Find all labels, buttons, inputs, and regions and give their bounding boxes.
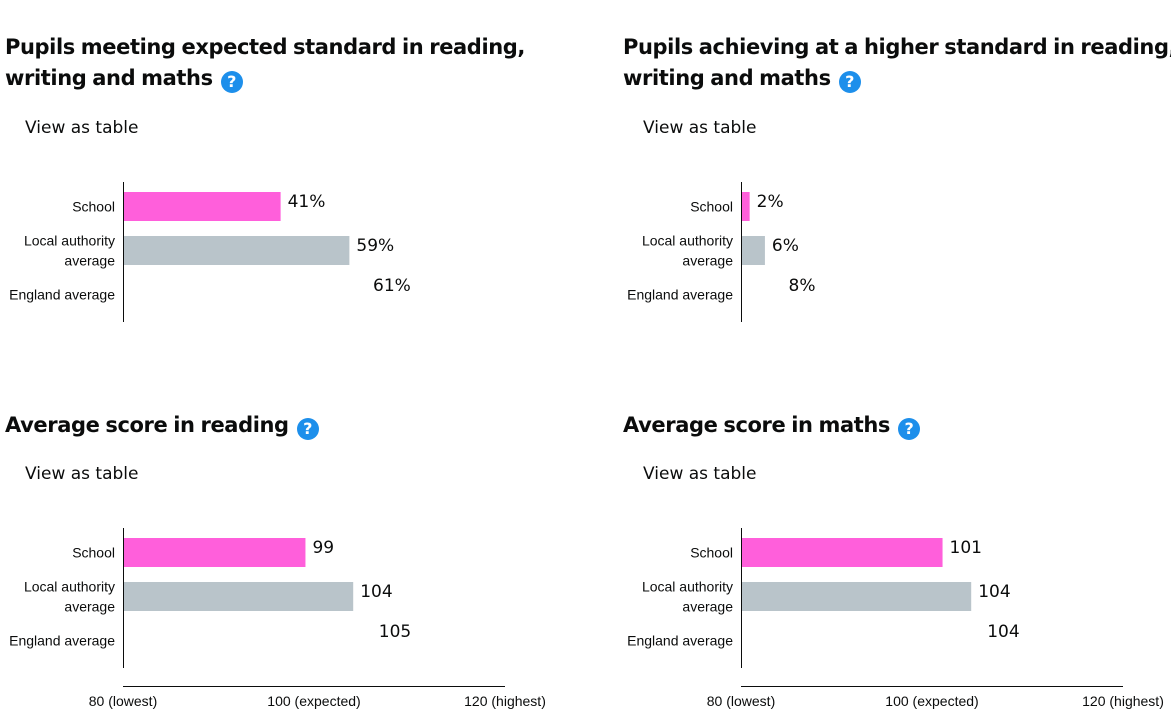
- data-label: 61%: [373, 276, 411, 296]
- category-label: England average: [9, 287, 115, 303]
- data-label: 104: [360, 582, 392, 602]
- chart-panel-higher-standard: Pupils achieving at a higher standard in…: [623, 32, 1171, 322]
- view-as-table-link[interactable]: View as table: [25, 464, 139, 484]
- category-label: Local authority: [642, 579, 733, 595]
- category-label: average: [64, 599, 115, 615]
- x-tick-label: 80 (lowest): [89, 693, 157, 709]
- category-label: average: [682, 599, 733, 615]
- category-label: Local authority: [24, 233, 115, 249]
- bar-school: [742, 538, 943, 567]
- bar-school: [124, 192, 281, 221]
- view-as-table-link[interactable]: View as table: [25, 118, 139, 138]
- bar-chart-maths-score: School 101 Local authority average 104 Englan…: [627, 528, 1164, 709]
- bar-chart-expected-standard: School 41% Local authority average 59% Englan…: [9, 182, 411, 322]
- category-label: England average: [9, 633, 115, 649]
- chart-panel-maths-score: Average score in maths ? View as table S…: [623, 410, 1171, 709]
- category-label: average: [682, 253, 733, 269]
- question-circle-icon[interactable]: ?: [296, 418, 319, 440]
- category-label: School: [72, 545, 115, 561]
- view-as-table-link[interactable]: View as table: [643, 118, 757, 138]
- chart-title-text: Average score in maths: [623, 413, 891, 437]
- question-circle-icon[interactable]: ?: [838, 71, 861, 93]
- view-as-table-link[interactable]: View as table: [643, 464, 757, 484]
- bar-local-authority-average: [742, 236, 765, 265]
- x-tick-label: 100 (expected): [885, 693, 978, 709]
- question-circle-icon[interactable]: ?: [220, 71, 243, 93]
- x-tick-label: 120 (highest): [464, 693, 546, 709]
- data-label: 41%: [288, 192, 326, 212]
- chart-title: Pupils meeting expected standard in read…: [5, 32, 565, 94]
- category-label: Local authority: [24, 579, 115, 595]
- category-label: average: [64, 253, 115, 269]
- data-label: 59%: [356, 236, 394, 256]
- x-tick-label: 80 (lowest): [707, 693, 775, 709]
- chart-title-text: Pupils achieving at a higher standard in…: [623, 35, 1171, 90]
- bar-local-authority-average: [124, 236, 350, 265]
- data-label: 105: [379, 622, 411, 642]
- data-label: 99: [312, 538, 334, 558]
- x-tick-label: 120 (highest): [1082, 693, 1164, 709]
- bar-school: [124, 538, 306, 567]
- chart-title: Average score in reading ?: [5, 410, 565, 441]
- bar-local-authority-average: [124, 582, 354, 611]
- category-label: England average: [627, 287, 733, 303]
- chart-panel-expected-standard: Pupils meeting expected standard in read…: [5, 32, 565, 322]
- bar-school: [742, 192, 750, 221]
- data-label: 104: [987, 622, 1019, 642]
- category-label: School: [690, 545, 733, 561]
- data-label: 104: [978, 582, 1010, 602]
- chart-title-text: Pupils meeting expected standard in read…: [5, 35, 525, 90]
- category-label: Local authority: [642, 233, 733, 249]
- data-label: 6%: [772, 236, 799, 256]
- chart-title: Pupils achieving at a higher standard in…: [623, 32, 1171, 94]
- question-circle-icon[interactable]: ?: [897, 418, 920, 440]
- data-label: 2%: [757, 192, 784, 212]
- chart-title: Average score in maths ?: [623, 410, 1171, 441]
- category-label: School: [72, 199, 115, 215]
- bar-chart-reading-score: School 99 Local authority average 104 England…: [9, 528, 546, 709]
- data-label: 8%: [789, 276, 816, 296]
- chart-title-text: Average score in reading: [5, 413, 289, 437]
- chart-panel-reading-score: Average score in reading ? View as table…: [5, 410, 565, 709]
- category-label: School: [690, 199, 733, 215]
- bar-local-authority-average: [742, 582, 972, 611]
- category-label: England average: [627, 633, 733, 649]
- data-label: 101: [950, 538, 982, 558]
- x-tick-label: 100 (expected): [267, 693, 360, 709]
- bar-chart-higher-standard: School 2% Local authority average 6% England …: [627, 182, 816, 322]
